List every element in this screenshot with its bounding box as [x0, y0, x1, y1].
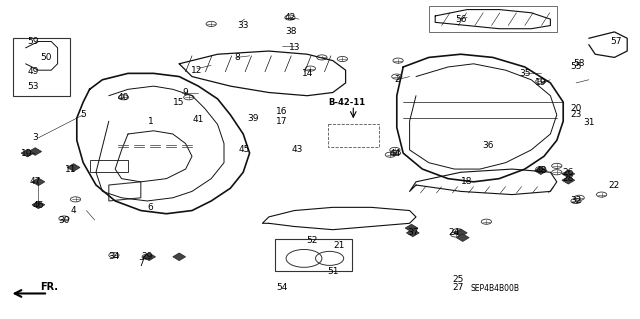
- Text: SEP4B4B00B: SEP4B4B00B: [470, 284, 520, 293]
- Polygon shape: [32, 201, 45, 209]
- Text: 17: 17: [276, 117, 287, 126]
- Text: 7: 7: [138, 259, 143, 268]
- Text: 30: 30: [58, 216, 70, 225]
- Polygon shape: [21, 149, 34, 157]
- Text: 3: 3: [33, 133, 38, 142]
- Text: 21: 21: [333, 241, 345, 250]
- Text: 38: 38: [285, 27, 297, 36]
- Text: 34: 34: [108, 252, 120, 261]
- Text: 43: 43: [292, 145, 303, 154]
- Polygon shape: [406, 229, 419, 237]
- Text: 58: 58: [573, 59, 585, 68]
- Text: 22: 22: [609, 181, 620, 189]
- Text: 16: 16: [276, 107, 287, 116]
- Polygon shape: [562, 176, 575, 184]
- Polygon shape: [173, 253, 186, 261]
- Text: 49: 49: [28, 67, 39, 76]
- Polygon shape: [562, 170, 575, 178]
- Text: 32: 32: [570, 197, 582, 205]
- Text: 20: 20: [570, 104, 582, 113]
- Text: B-42-11: B-42-11: [328, 98, 365, 107]
- Text: 52: 52: [306, 236, 317, 245]
- Text: 4: 4: [71, 206, 76, 215]
- Text: 44: 44: [390, 149, 401, 158]
- Text: 41: 41: [193, 115, 204, 124]
- Text: 23: 23: [570, 110, 582, 119]
- Text: 18: 18: [461, 177, 473, 186]
- Text: 33: 33: [237, 21, 249, 30]
- Text: 39: 39: [247, 114, 259, 122]
- Polygon shape: [405, 224, 418, 232]
- Text: 50: 50: [40, 53, 52, 62]
- Text: 8: 8: [234, 53, 239, 62]
- Text: 1: 1: [148, 117, 153, 126]
- Text: 24: 24: [449, 228, 460, 237]
- Text: 31: 31: [583, 118, 595, 127]
- Polygon shape: [67, 164, 80, 171]
- Text: 57: 57: [610, 37, 621, 46]
- Text: 6: 6: [148, 203, 153, 212]
- Polygon shape: [454, 229, 467, 237]
- Text: 46: 46: [33, 201, 44, 210]
- Text: 51: 51: [327, 267, 339, 276]
- Polygon shape: [32, 178, 45, 186]
- Text: 19: 19: [535, 78, 547, 87]
- Text: 14: 14: [301, 69, 313, 78]
- Text: 55: 55: [570, 63, 582, 71]
- Text: 11: 11: [65, 165, 76, 174]
- Text: 47: 47: [29, 177, 41, 186]
- Text: 59: 59: [28, 37, 39, 46]
- Text: 45: 45: [239, 145, 250, 154]
- Polygon shape: [29, 148, 42, 155]
- Text: 13: 13: [289, 43, 300, 52]
- Polygon shape: [534, 167, 547, 174]
- Text: 40: 40: [118, 93, 129, 102]
- Text: 56: 56: [455, 15, 467, 24]
- Text: 29: 29: [141, 252, 153, 261]
- Text: 36: 36: [482, 141, 493, 150]
- Text: 9: 9: [183, 88, 188, 97]
- Text: 5: 5: [81, 110, 86, 119]
- Text: 28: 28: [563, 174, 574, 183]
- Text: 26: 26: [563, 168, 574, 177]
- Text: 42: 42: [284, 13, 296, 22]
- Text: 48: 48: [535, 166, 547, 175]
- Text: 15: 15: [173, 98, 185, 107]
- Text: 12: 12: [191, 66, 203, 75]
- Text: 27: 27: [452, 283, 463, 292]
- Text: 53: 53: [28, 82, 39, 91]
- Text: 10: 10: [21, 149, 33, 158]
- Text: FR.: FR.: [40, 282, 58, 292]
- Text: 37: 37: [407, 228, 419, 237]
- Text: 35: 35: [519, 69, 531, 78]
- Text: 25: 25: [452, 275, 463, 284]
- Text: 2: 2: [394, 75, 399, 84]
- Polygon shape: [456, 234, 469, 241]
- Polygon shape: [143, 253, 156, 261]
- Text: 54: 54: [276, 283, 287, 292]
